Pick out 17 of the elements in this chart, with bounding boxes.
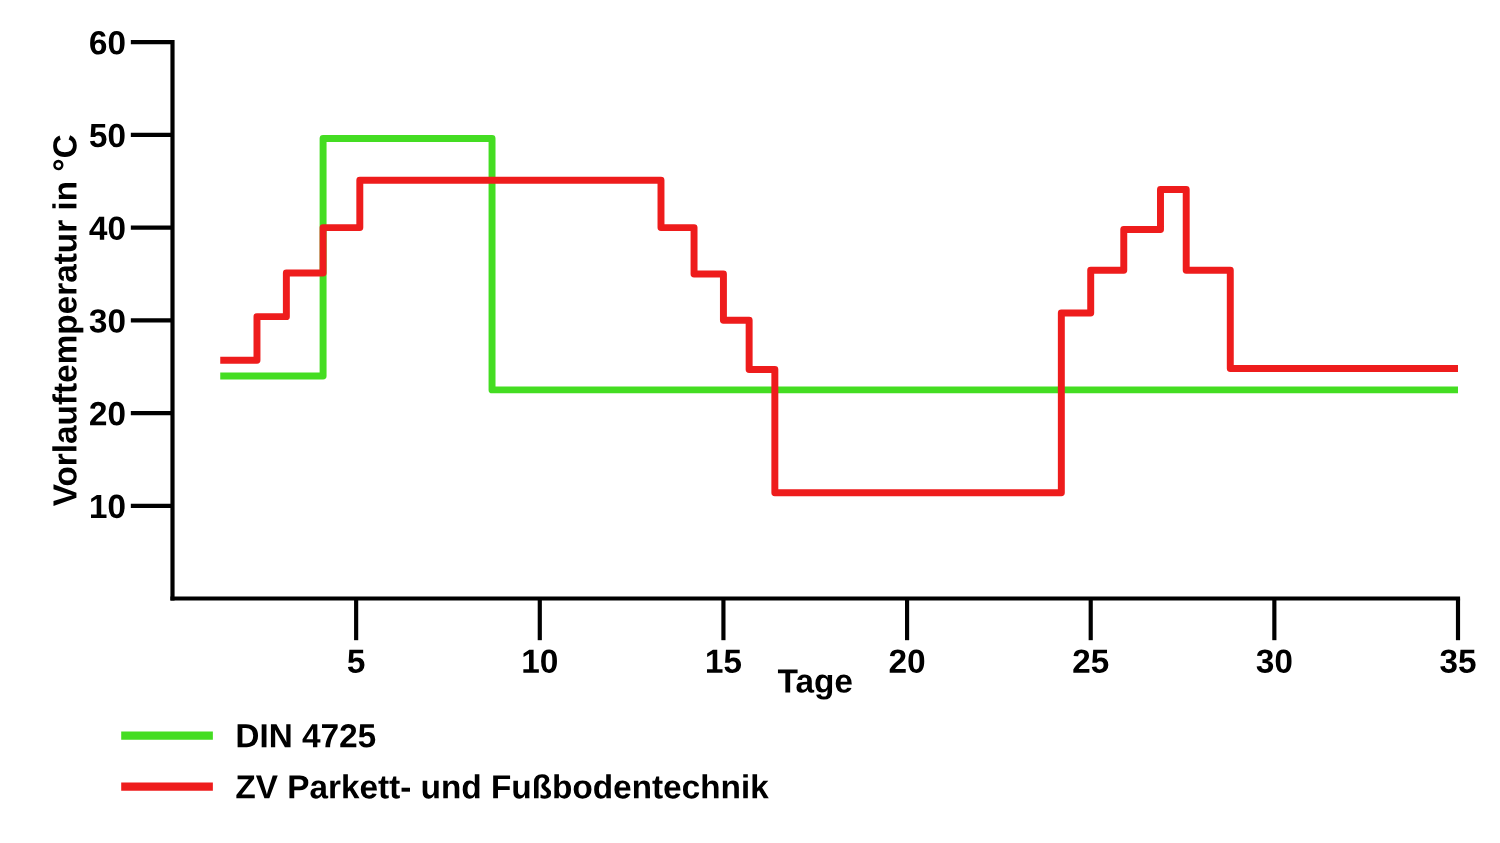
x-tick-label: 30 [1256,649,1292,674]
x-tick-label: 5 [347,649,365,674]
x-axis-title: Tage [777,669,852,700]
y-tick-label: 60 [90,30,125,55]
y-tick-label: 30 [89,309,125,333]
legend-label: ZV Parkett- und Fußbodentechnik [236,774,769,799]
x-tick-label: 25 [1073,649,1109,674]
y-axis-title: Vorlauftemperatur in °C [52,135,84,507]
x-tick-label: 15 [706,649,742,674]
y-tick-label: 50 [89,123,125,148]
y-tick-label: 40 [89,216,125,241]
x-tick-label: 20 [889,649,925,674]
x-tick-label: 10 [523,649,557,674]
legend-label: DIN 4725 [237,723,376,748]
y-tick-label: 20 [90,401,125,426]
x-tick-label: 35 [1440,649,1476,674]
y-tick-label: 10 [91,494,125,519]
